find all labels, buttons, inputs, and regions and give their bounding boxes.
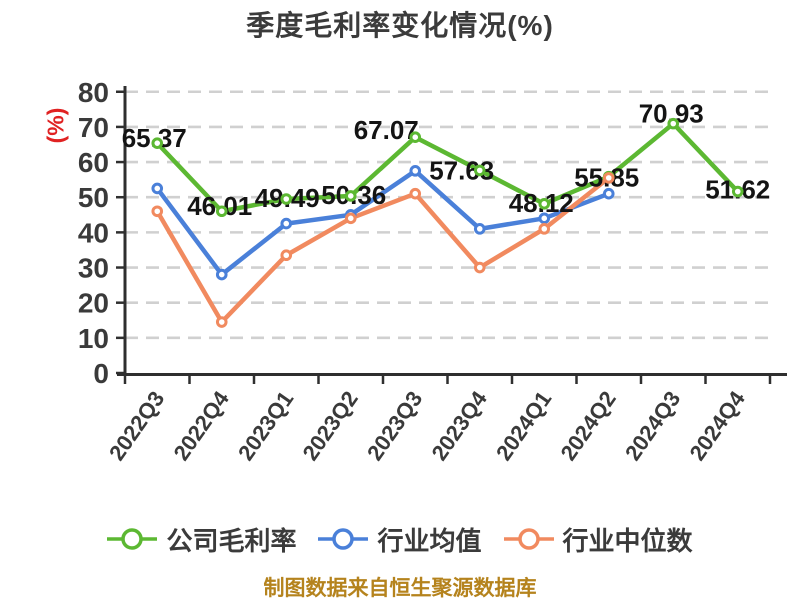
y-tick-label: 70	[78, 112, 109, 143]
chart-title: 季度毛利率变化情况(%)	[246, 10, 554, 41]
x-tick-label: 2024Q2	[555, 387, 620, 465]
y-tick-label: 0	[93, 358, 109, 389]
x-tick-label: 2022Q3	[104, 387, 169, 465]
series-line-0	[155, 121, 740, 214]
data-point-marker-0	[409, 131, 422, 144]
legend-marker-blue-icon	[318, 528, 369, 550]
data-point-marker-0	[280, 193, 293, 205]
data-point-marker-2	[602, 172, 615, 184]
legend-label: 行业中位数	[562, 525, 693, 556]
data-point-marker-0	[151, 137, 164, 149]
data-point-marker-1	[602, 187, 615, 200]
y-tick-label: 10	[78, 323, 109, 354]
data-point-label: 65.37	[122, 123, 187, 153]
legend-marker-orange-icon	[503, 528, 554, 550]
y-tick-label: 60	[78, 147, 109, 178]
legend-item-industry-median: 行业中位数	[503, 521, 693, 558]
data-point-marker-1	[473, 223, 486, 235]
legend-label: 公司毛利率	[166, 525, 297, 556]
legend-marker-green-icon	[107, 528, 158, 550]
data-point-marker-0	[344, 190, 357, 202]
x-tick-label: 2022Q4	[168, 386, 234, 465]
data-point-marker-0	[215, 205, 228, 218]
data-point-marker-0	[667, 117, 680, 130]
series-line-2	[155, 175, 611, 325]
data-point-marker-2	[151, 205, 164, 218]
data-source-credit: 制图数据来自恒生聚源数据库	[263, 577, 537, 600]
legend-label: 行业均值	[377, 525, 482, 556]
y-tick-label: 20	[78, 288, 109, 319]
x-tick-label: 2023Q1	[233, 387, 298, 465]
x-tick-label: 2023Q2	[297, 387, 362, 465]
data-point-marker-2	[473, 261, 486, 274]
y-tick-label: 80	[78, 77, 109, 108]
legend-item-company-gross-margin: 公司毛利率	[107, 521, 296, 558]
data-point-marker-0	[731, 185, 744, 198]
data-point-marker-0	[473, 164, 486, 177]
chart-legend: 公司毛利率 行业均值 行业中位数	[0, 516, 800, 562]
data-point-marker-2	[344, 212, 357, 225]
x-tick-label: 2023Q4	[426, 386, 492, 465]
data-point-marker-1	[409, 165, 422, 177]
y-tick-label: 50	[78, 182, 109, 213]
data-point-marker-2	[538, 223, 551, 235]
x-tick-label: 2024Q4	[684, 386, 750, 465]
data-point-marker-2	[280, 249, 293, 262]
x-tick-label: 2024Q3	[620, 387, 685, 465]
y-tick-label: 30	[78, 253, 109, 284]
data-point-marker-0	[538, 198, 551, 210]
data-point-marker-1	[538, 212, 551, 225]
data-point-marker-1	[215, 268, 228, 281]
data-point-label: 67.07	[354, 115, 419, 145]
data-point-marker-1	[280, 217, 293, 230]
x-tick-label: 2023Q3	[362, 387, 427, 465]
legend-item-industry-average: 行业均值	[318, 521, 482, 558]
data-point-marker-2	[409, 187, 422, 200]
y-tick-label: 40	[78, 217, 109, 248]
data-point-marker-1	[151, 182, 164, 195]
series-line-1	[155, 168, 611, 277]
data-point-marker-2	[215, 316, 228, 328]
x-tick-label: 2024Q1	[491, 387, 556, 465]
